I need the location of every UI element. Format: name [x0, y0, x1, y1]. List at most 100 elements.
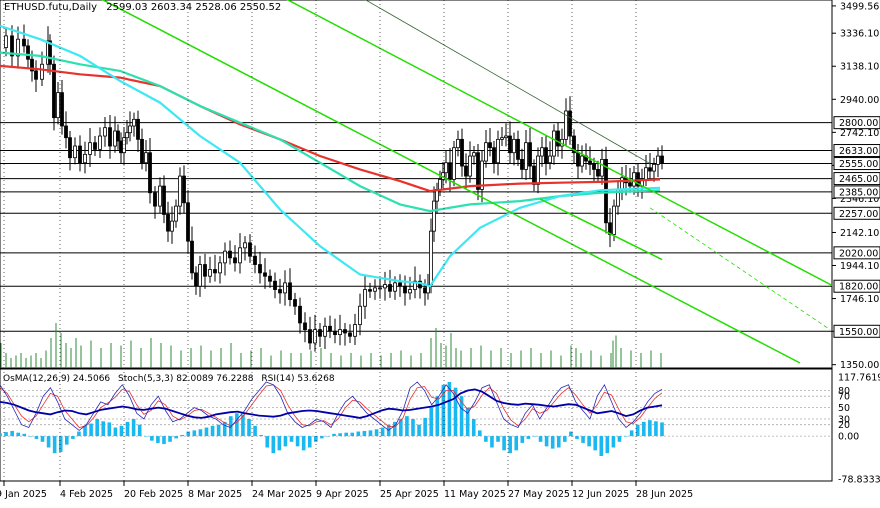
candle-body [194, 272, 198, 287]
candle-body [125, 132, 129, 139]
osma-bar [204, 427, 209, 437]
moving-average-line [0, 24, 661, 288]
osma-bar [502, 436, 506, 451]
osma-bar [289, 436, 294, 442]
price-panel: ETHUSD.futu,Daily 2599.03 2603.34 2528.0… [0, 0, 833, 369]
osma-bar [508, 436, 512, 454]
symbol-label: ETHUSD.futu,Daily [4, 2, 97, 13]
osma-bar [52, 436, 57, 454]
osma-bar [417, 424, 421, 437]
candle-body [552, 130, 556, 157]
time-tick-label: 9 Apr 2025 [316, 489, 369, 500]
trend-line [539, 198, 663, 261]
osma-bar [411, 418, 415, 437]
time-tick-label: 24 Mar 2025 [252, 489, 312, 500]
candle-body [544, 147, 548, 164]
price-tick-label: 3499.56 [840, 1, 879, 12]
time-tick-label: 27 May 2025 [508, 489, 570, 500]
osma-bar [216, 424, 221, 437]
oscillator-tick-label: 117.7619 [838, 373, 880, 384]
candle-body [122, 137, 126, 154]
candle-body [278, 289, 282, 294]
level-label-box [833, 116, 880, 130]
candle-body [576, 152, 580, 167]
rsi-line [0, 388, 663, 419]
candle-body [592, 163, 596, 170]
candle-body [516, 138, 520, 160]
candle-body [444, 162, 448, 174]
osma-bar [101, 421, 106, 437]
candle-body [323, 325, 327, 337]
candle-body [536, 155, 540, 185]
price-tick-label: 1350.00 [840, 360, 879, 371]
osma-bar [283, 436, 288, 447]
price-tick-label: 2940.00 [840, 95, 879, 106]
osma-bar [253, 425, 257, 437]
osma-bar [423, 417, 427, 437]
osma-bar [65, 436, 69, 445]
candle-body [496, 138, 500, 164]
level-label: 2555.00 [839, 159, 878, 170]
candle-body [198, 264, 202, 287]
candle-body [484, 142, 488, 162]
price-tick-label: 2142.10 [840, 228, 879, 239]
candle-body [223, 250, 227, 264]
candle-body [408, 289, 412, 294]
oscillator-tick-label: -78.8333 [838, 475, 880, 486]
osma-bar [320, 436, 324, 439]
osma-bar [119, 425, 124, 437]
candle-body [318, 329, 322, 337]
osma-bar [641, 421, 646, 437]
oscillator-tick-label: 80 [838, 386, 850, 397]
oscillator-panel: OsMA(12,26,9) 24.5066 Stoch(5,3,3) 82.00… [0, 368, 833, 482]
osma-bar [241, 414, 245, 437]
osma-bar [4, 432, 8, 437]
candle-body [283, 282, 287, 294]
candle-body [40, 63, 44, 80]
candle-body [338, 329, 342, 336]
level-label-box [833, 185, 880, 199]
osma-bar [162, 436, 166, 445]
candle-body [363, 289, 367, 307]
level-label: 2020.00 [839, 248, 878, 259]
osma-bar [447, 381, 452, 437]
candle-body [186, 202, 190, 242]
candle-body [358, 305, 362, 326]
time-tick-label: 20 Feb 2025 [124, 489, 183, 500]
candle-body [308, 329, 312, 344]
candle-body [116, 130, 120, 142]
level-label-box [833, 144, 880, 158]
osma-bar [362, 430, 367, 437]
candle-body [288, 282, 292, 300]
candle-body [68, 137, 72, 159]
candle-body [596, 168, 600, 177]
candle-body [238, 247, 242, 264]
osma-bar [635, 424, 640, 437]
candle-body [656, 155, 660, 165]
candle-body [10, 35, 14, 57]
candle-body [512, 138, 516, 154]
candle-body [648, 167, 652, 172]
osma-bar [563, 436, 567, 442]
volume-bars [0, 323, 662, 368]
osma-bar [0, 433, 2, 437]
candle-body [268, 275, 272, 282]
candle-body [4, 35, 8, 48]
osma-bar [538, 436, 543, 442]
osma-bar [113, 427, 118, 437]
candle-body [293, 299, 297, 307]
candle-body [492, 147, 496, 164]
osma-bar [307, 436, 312, 448]
candle-body [528, 142, 532, 167]
candle-body [460, 138, 464, 167]
candle-body [22, 38, 26, 47]
osma-bar [629, 430, 634, 437]
trend-line [649, 207, 831, 330]
level-label-box [833, 172, 880, 186]
candle-body [333, 330, 337, 336]
candle-body [438, 179, 442, 190]
candle-body [564, 110, 568, 140]
candle-body [136, 118, 140, 140]
candle-body [628, 182, 632, 187]
candle-body [78, 145, 82, 164]
